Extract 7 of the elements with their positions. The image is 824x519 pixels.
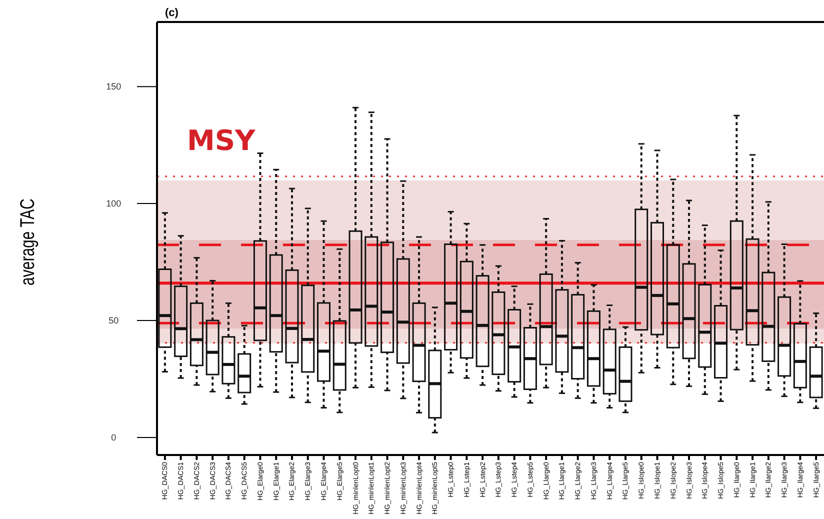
annotation: MSY [187,124,256,157]
y-tick-label: 150 [106,81,122,92]
y-tick-label: 100 [106,198,122,208]
y-tick-label: 50 [108,315,119,326]
chart-title: (c) [165,7,179,19]
y-tick-label: 0 [111,432,116,442]
y-axis-title: average TAC [16,198,39,286]
